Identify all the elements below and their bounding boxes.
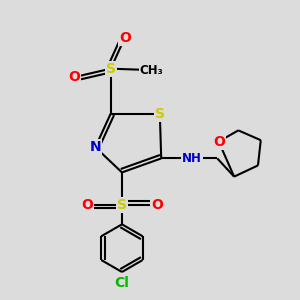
Text: Cl: Cl — [115, 276, 129, 290]
Text: CH₃: CH₃ — [140, 64, 163, 76]
Text: NH: NH — [182, 152, 202, 165]
Text: O: O — [119, 31, 131, 45]
Text: S: S — [155, 106, 165, 121]
Text: O: O — [81, 198, 93, 212]
Text: N: N — [89, 140, 101, 154]
Text: O: O — [68, 70, 80, 84]
Text: O: O — [213, 135, 225, 148]
Text: O: O — [151, 198, 163, 212]
Text: S: S — [106, 62, 116, 76]
Text: S: S — [117, 198, 127, 212]
